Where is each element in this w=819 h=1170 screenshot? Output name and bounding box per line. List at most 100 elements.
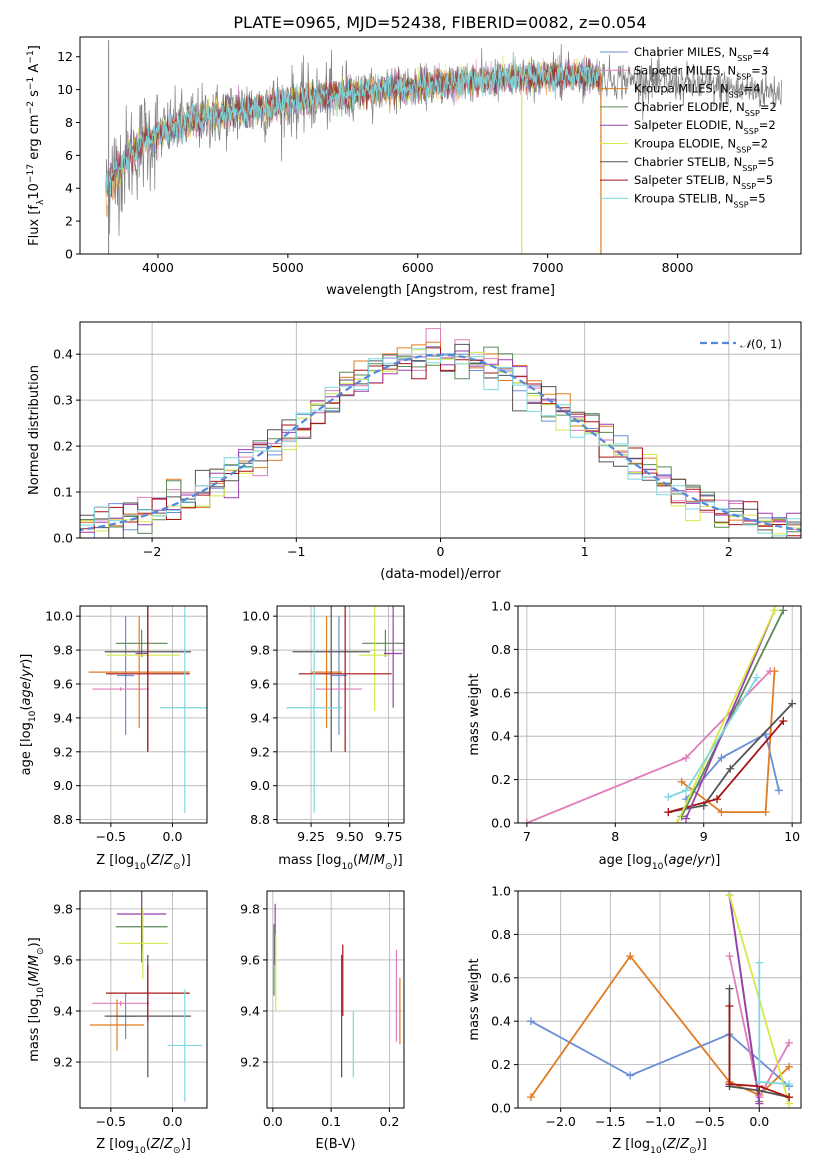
legend-entry-sub: SSP [742, 163, 757, 172]
x-tick-label: 4000 [142, 260, 174, 275]
label-part: M [27, 955, 42, 966]
label-part: yr [696, 853, 712, 868]
label-part: log [630, 1137, 650, 1152]
legend-entry: 𝒩(0, 1) [740, 337, 782, 351]
weight-point-marker [725, 984, 734, 993]
y-axis-label: Normed distribution [27, 365, 42, 495]
label-part: ⊙ [689, 1146, 697, 1156]
legend-entry-value: =2 [759, 118, 776, 132]
label-part: A [27, 64, 42, 77]
legend-entry-value: =4 [752, 45, 769, 59]
legend-entry-text: Chabrier ELODIE, N [634, 100, 745, 114]
residual-histogram-step [80, 348, 801, 538]
label-part: (0, 1) [751, 337, 782, 351]
label-part: Z [150, 1137, 161, 1152]
label-part: ( [27, 982, 42, 987]
x-axis-label: (data-model)/error [380, 567, 501, 582]
age-vs-mass-panel: 9.25 9.50 9.75 8.8 9.0 9.2 9.4 9.6 9.8 10.0 mass [… [242, 605, 405, 872]
legend-entry-value: =3 [751, 63, 768, 77]
weight-series-line [685, 609, 776, 820]
y-axis-label: mass [log10(M/M⊙)] [27, 937, 46, 1061]
y-tick-label: 9.4 [250, 710, 270, 725]
legend-entry: Kroupa ELODIE, NSSP=2 [634, 137, 768, 155]
label-part: / [19, 676, 34, 681]
y-tick-label: 9.0 [250, 778, 270, 793]
figure-title: PLATE=0965, MJD=52438, FIBERID=0082, z=0… [233, 13, 646, 32]
x-tick-label: 9 [700, 829, 708, 844]
label-part: Z [ [612, 1137, 630, 1152]
weight-series-line [681, 671, 776, 813]
x-tick-label: 0 [437, 544, 445, 559]
label-part: ⊙ [385, 862, 393, 872]
weight-point-marker [785, 1038, 794, 1047]
label-part: log [27, 999, 42, 1019]
mass-vs-ebv-panel: 0.0 0.1 0.2 9.2 9.4 9.6 9.8 E(B-V) [240, 890, 405, 1152]
legend-entry-text: Kroupa STELIB, N [634, 191, 734, 205]
y-tick-label: 8.8 [53, 812, 73, 827]
weight-point-marker [682, 814, 691, 823]
legend-entry-text: Salpeter STELIB, N [634, 173, 741, 187]
label-part: ⊙ [36, 947, 46, 955]
label-part: 10 [652, 862, 664, 872]
weight-point-marker [755, 958, 764, 967]
weight-point-marker [725, 1002, 734, 1011]
legend-entry-text: Chabrier MILES, N [634, 45, 737, 59]
label-part: s [27, 90, 42, 101]
y-tick-label: 10.0 [45, 609, 73, 624]
weight-point-marker [522, 819, 531, 823]
label-part: age [ [19, 742, 34, 775]
y-tick-label: 9.4 [53, 710, 73, 725]
label-part: 10 [341, 862, 353, 872]
label-part: 10 [134, 1146, 146, 1156]
x-tick-label: −1 [287, 544, 305, 559]
x-tick-label: −2 [143, 544, 161, 559]
weight-point-marker [682, 786, 691, 795]
axes-frame [276, 605, 405, 824]
x-tick-label: 2 [725, 544, 733, 559]
age-vs-metallicity-panel: −0.5 0.08.89.09.29.49.69.810.0Z [log10(Z/… [19, 605, 208, 872]
legend-entry-value: =4 [744, 82, 761, 96]
label-part: erg cm [27, 114, 42, 163]
legend-entry-text: Salpeter ELODIE, N [634, 118, 744, 132]
weight-point-marker [785, 1093, 794, 1102]
legend-entry-sub: SSP [737, 54, 752, 63]
weight-point-marker [755, 1077, 764, 1086]
label-part: log [114, 853, 134, 868]
legend-entry-sub: SSP [745, 108, 760, 117]
label-part: Z [666, 1137, 677, 1152]
label-part: 10 [134, 862, 146, 872]
weight-point-marker [725, 1080, 734, 1089]
label-part: Z [163, 1137, 174, 1152]
plot-area [88, 606, 207, 813]
y-tick-label: 10.0 [242, 609, 270, 624]
weight-point-marker [770, 667, 779, 676]
x-tick-label: 7000 [532, 260, 564, 275]
y-tick-label: 0 [65, 247, 73, 262]
label-part: / [693, 853, 698, 868]
weight-series-line [728, 1006, 790, 1099]
x-tick-label: 10 [784, 829, 800, 844]
spectrum-panel: 4000 5000 6000 7000 8000 0 2 4 6 8 10 12 wavelength … [26, 36, 802, 298]
label-part: ( [663, 853, 668, 868]
label-part: age [ [599, 853, 632, 868]
legend-entry-value: =2 [760, 100, 777, 114]
label-part: Z [679, 1137, 690, 1152]
weight-point-marker [717, 753, 726, 762]
weight-point-marker [725, 952, 734, 961]
label-part: yr [19, 662, 34, 678]
y-tick-label: 0.4 [491, 1014, 511, 1029]
weight-point-marker [755, 1099, 764, 1108]
y-tick-label: 0.6 [491, 685, 511, 700]
weight-point-marker [774, 786, 783, 795]
x-tick-label: 0.0 [263, 1114, 283, 1129]
mass-vs-metallicity-panel: −0.5 0.09.29.49.69.8Z [log10(Z/Z⊙)]mass [… [27, 890, 208, 1156]
y-tick-label: 9.0 [53, 778, 73, 793]
y-tick-label: 10 [57, 82, 73, 97]
weight-point-marker [770, 606, 779, 615]
x-tick-label: −0.5 [96, 1114, 126, 1129]
legend-entry: Chabrier STELIB, NSSP=5 [634, 155, 774, 173]
y-tick-label: 0.2 [53, 439, 73, 454]
weight-point-marker [752, 673, 761, 682]
